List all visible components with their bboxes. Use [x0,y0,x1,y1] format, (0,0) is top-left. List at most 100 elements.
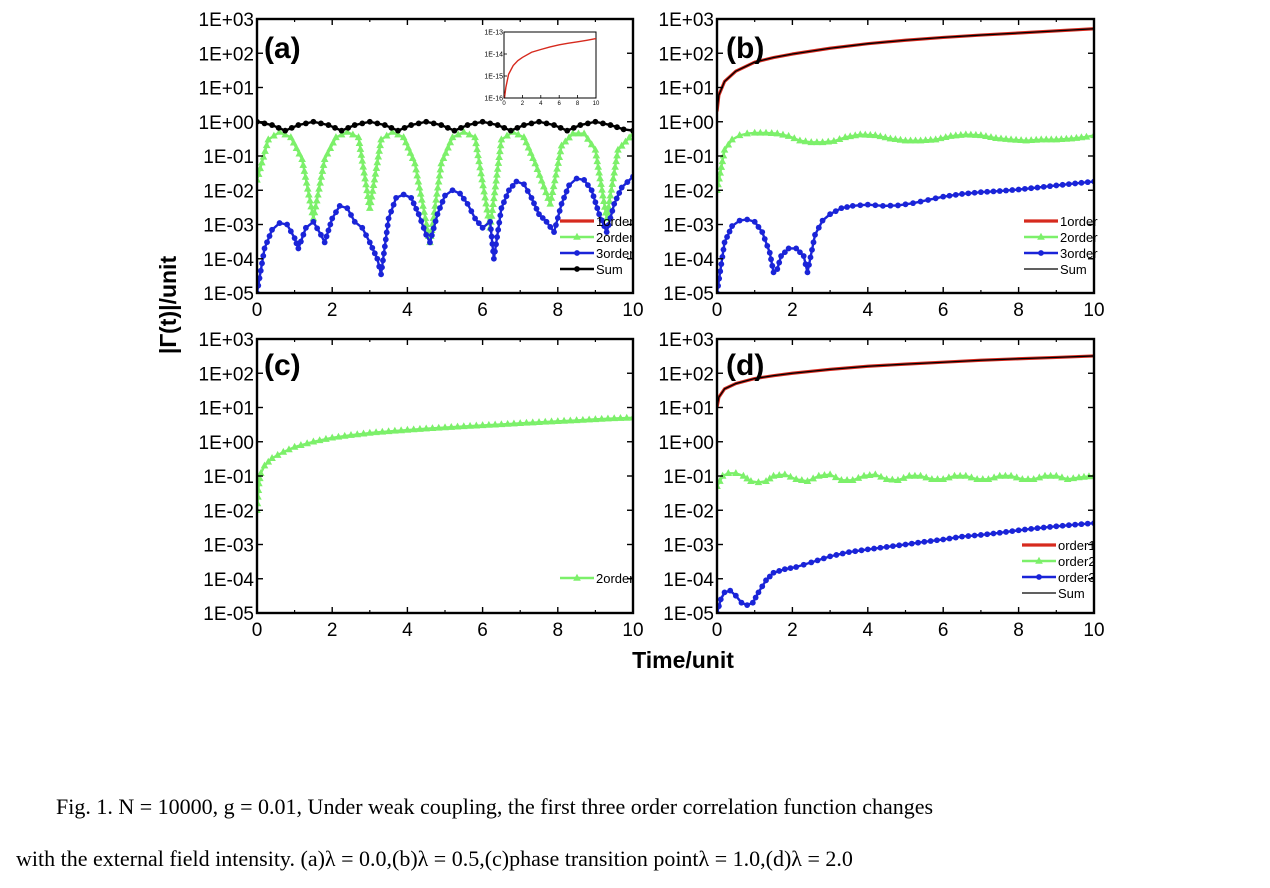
marker-Sum [269,122,275,128]
y-axis-label: |Γ(t)|/unit [155,256,181,355]
marker-order2 [1041,471,1049,479]
marker-2order [495,153,503,160]
marker-Sum [521,122,527,128]
marker-3order [990,188,997,195]
marker-2order [303,184,312,192]
marker-3order [624,179,631,185]
marker-2order [306,196,314,204]
figure: 1E-05 1E-04 1E-03 1E-02 1E-01 1E+00 1E+01 1E+02… [155,10,1105,673]
marker-2order [376,141,384,149]
marker-3order [810,239,817,246]
marker-2order [1012,135,1020,143]
marker-3order [457,190,463,197]
y-tick-label: 1E+00 [199,113,254,134]
marker-2order [292,144,301,152]
marker-2order [356,144,365,152]
marker-3order [554,215,561,221]
marker-3order [800,253,807,259]
x-tick-label: 8 [553,300,564,321]
marker-3order [293,240,300,247]
marker-2order [337,130,346,138]
marker-2order [911,136,920,144]
marker-Sum [557,124,564,131]
marker-3order [887,202,894,209]
marker-Sum [401,124,408,131]
panel-b: 1E-05 1E-04 1E-03 1E-02 1E-01 1E+00 1E+01 1E+02… [659,10,1105,321]
marker-Sum [288,124,295,131]
marker-2order [891,135,900,143]
marker-3order [932,195,939,202]
x-tick-label: 8 [553,620,564,641]
marker-order2 [843,476,851,483]
marker-2order [926,135,935,143]
marker-order2 [826,470,834,478]
x-tick-label: 6 [938,300,949,321]
marker-2order [310,208,319,216]
marker-2order [1002,134,1010,142]
marker-order3 [890,543,896,550]
marker-order2 [732,469,740,476]
inset-x-tick-label: 6 [558,101,562,107]
marker-order2 [1001,471,1010,479]
marker-2order [1057,135,1066,143]
panel-label: (b) [726,32,764,65]
marker-2order [365,428,374,436]
marker-2order [459,127,468,135]
marker-3order [1078,179,1085,186]
marker-2order [818,138,827,146]
marker-order2 [995,471,1004,479]
marker-order3 [871,545,877,552]
marker-2order [625,133,633,141]
marker-order2 [831,473,840,481]
marker-3order [797,249,803,256]
marker-3order [509,182,516,189]
marker-3order [464,200,471,207]
marker-3order [793,245,800,252]
marker-Sum [374,120,381,127]
marker-2order [374,152,383,160]
marker-2order [412,165,420,173]
marker-2order [553,164,561,172]
marker-order2 [911,471,919,479]
legend-label: 2order [596,230,634,245]
marker-2order [359,429,368,437]
marker-Sum [577,122,584,128]
marker-3order [558,200,565,207]
marker-3order [475,220,482,227]
marker-2order [326,144,335,152]
marker-order2 [871,470,880,478]
marker-3order [521,181,527,188]
panel-label: (a) [264,32,301,65]
marker-Sum [514,124,521,131]
marker-2order [549,182,558,190]
marker-order3 [732,592,739,599]
marker-2order [493,164,502,172]
marker-3order [766,249,773,256]
marker-order3 [787,565,794,572]
plot-area [717,27,1094,293]
legend-label: 1order [1060,214,1098,229]
marker-3order [359,224,366,231]
marker-3order [984,188,991,195]
marker-3order [613,195,620,202]
y-tick-label: 1E-05 [663,284,714,305]
marker-order2 [814,471,823,479]
marker-2order [496,147,504,155]
marker-order2 [956,471,964,479]
marker-3order [384,222,391,229]
marker-3order [588,187,595,194]
marker-3order [1015,186,1022,193]
marker-3order [413,205,420,212]
marker-2order [472,139,480,147]
marker-order3 [1009,528,1016,535]
marker-order3 [800,561,807,568]
marker-2order [1022,136,1030,144]
marker-2order [1072,133,1081,141]
y-tick-label: 1E+02 [659,364,714,385]
marker-Sum [564,127,571,134]
marker-3order [827,211,833,218]
marker-3order [838,205,845,212]
marker-order2 [939,475,948,483]
marker-2order [414,177,423,185]
marker-2order [967,130,975,138]
